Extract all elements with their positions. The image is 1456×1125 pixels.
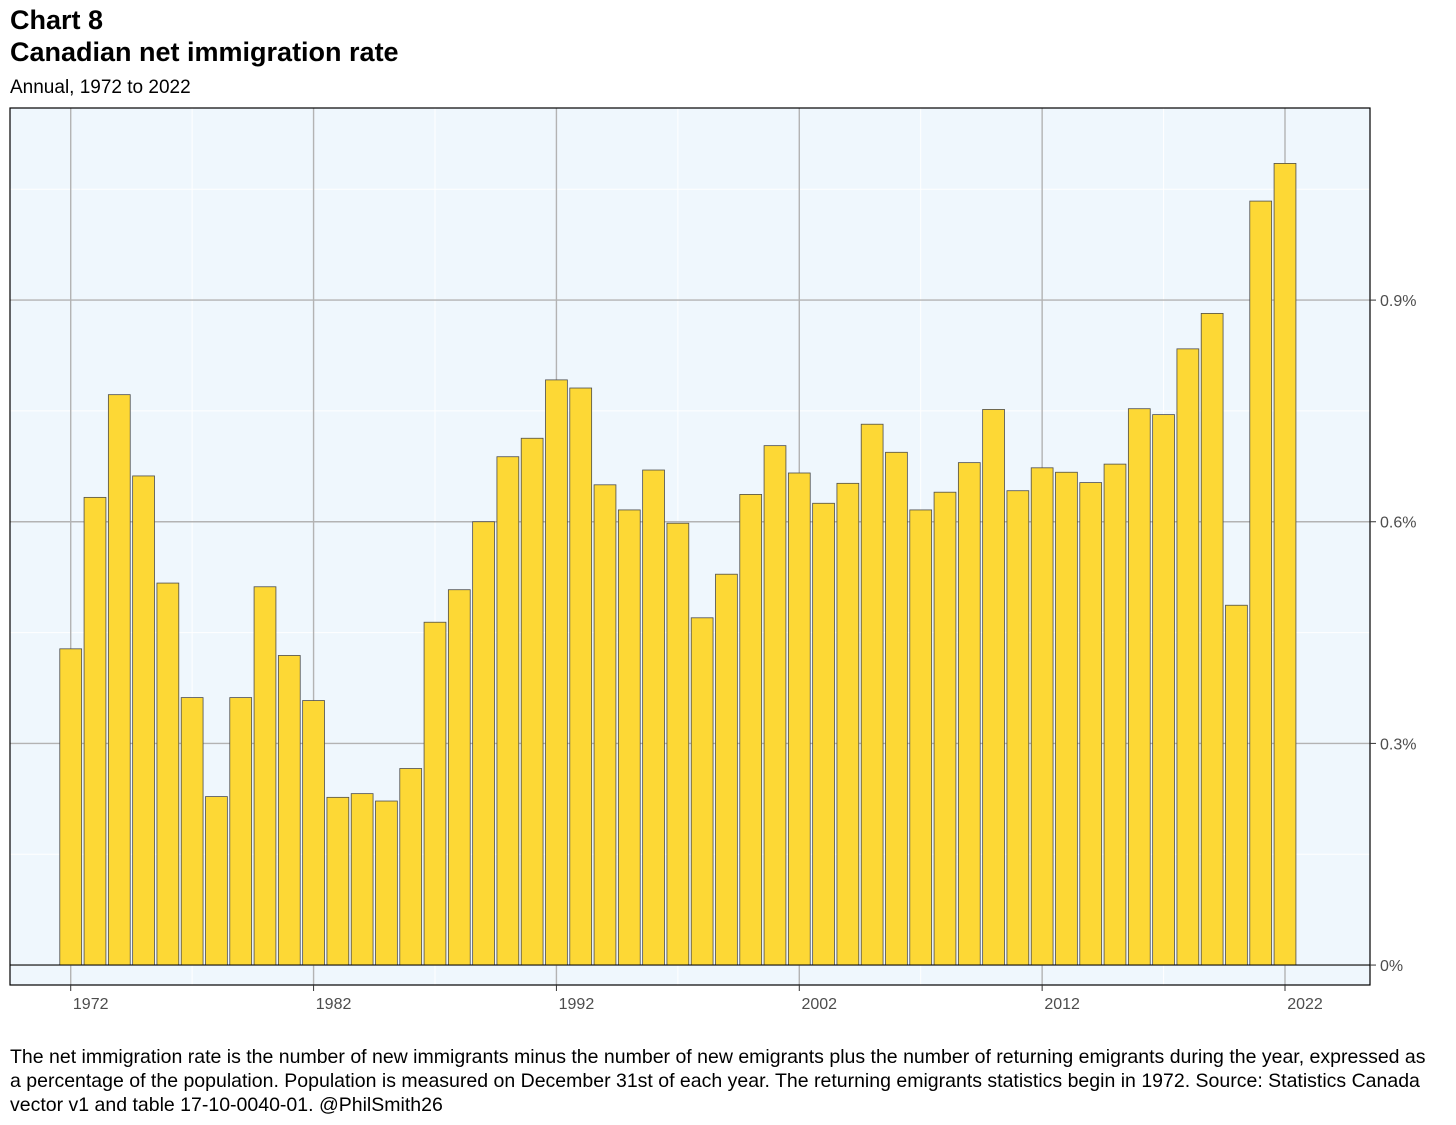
bar-1990 (496, 456, 520, 966)
bar-2015 (1103, 463, 1127, 966)
x-tick-label-1972: 1972 (73, 996, 109, 1013)
bar-2000 (739, 494, 763, 966)
bar-1992 (545, 379, 568, 966)
bar-2014 (1079, 482, 1103, 966)
bar-chart: 1972 1982 1992 2002 2012 2022 0% 0.3% 0.6% 0.9% (9, 107, 1416, 1013)
bar-1987 (423, 621, 447, 966)
y-tick-label-0%: 0% (1380, 958, 1403, 975)
bars (59, 163, 1297, 966)
bar-2007 (909, 509, 933, 966)
x-tick-label-2022: 2022 (1287, 996, 1323, 1013)
y-tick-label-0.9%: 0.9% (1380, 293, 1416, 310)
bar-1974 (107, 394, 131, 966)
bar-2009 (957, 462, 981, 966)
bar-2012 (1030, 467, 1054, 966)
bar-2013 (1055, 471, 1078, 966)
bar-2005 (860, 423, 884, 966)
bar-1994 (593, 484, 617, 966)
bar-1997 (666, 522, 690, 966)
bar-1976 (156, 582, 180, 966)
bar-1975 (132, 475, 155, 966)
bar-1995 (617, 509, 641, 966)
bar-2003 (812, 502, 835, 966)
bar-2008 (933, 491, 957, 966)
bar-2018 (1176, 348, 1200, 966)
bar-1998 (690, 617, 714, 966)
bar-1982 (302, 700, 325, 966)
bar-1972 (59, 648, 83, 966)
bar-2010 (982, 409, 1005, 966)
y-tick-label-0.3%: 0.3% (1380, 736, 1416, 753)
bar-1985 (375, 800, 398, 966)
bar-2017 (1152, 414, 1175, 966)
bar-1981 (277, 655, 301, 966)
bar-2019 (1200, 312, 1224, 966)
bar-1989 (472, 521, 495, 966)
x-tick-label-1982: 1982 (316, 996, 352, 1013)
chart-footnote: The net immigration rate is the number o… (10, 1046, 1426, 1116)
bar-1979 (229, 697, 253, 966)
bar-1996 (642, 469, 665, 966)
bar-1978 (205, 796, 228, 966)
bar-1986 (399, 768, 423, 966)
bar-2011 (1006, 490, 1030, 966)
bar-2016 (1127, 408, 1151, 966)
bar-1999 (715, 573, 738, 966)
bar-2020 (1225, 604, 1248, 966)
y-axis: 0% 0.3% 0.6% 0.9% (1370, 293, 1416, 975)
bar-1988 (447, 589, 471, 966)
bar-1991 (520, 437, 544, 966)
y-tick-label-0.6%: 0.6% (1380, 515, 1416, 532)
bar-2001 (763, 445, 787, 966)
plot-panel-border (9, 107, 1371, 986)
chart-number-label: Chart 8 (10, 5, 104, 35)
bar-2022 (1273, 163, 1297, 966)
bar-1980 (253, 586, 277, 966)
x-tick-label-2002: 2002 (801, 996, 837, 1013)
chart-subtitle: Annual, 1972 to 2022 (10, 77, 191, 98)
bar-1983 (326, 796, 350, 966)
bar-1984 (350, 793, 374, 966)
bar-2004 (836, 482, 860, 966)
x-tick-label-1992: 1992 (559, 996, 595, 1013)
bar-1977 (180, 697, 204, 966)
x-tick-label-2012: 2012 (1044, 996, 1080, 1013)
bar-1993 (569, 387, 593, 966)
bar-2002 (787, 472, 811, 966)
x-axis: 1972 1982 1992 2002 2012 2022 (70, 985, 1323, 1013)
bar-2021 (1249, 200, 1273, 966)
bar-1973 (83, 496, 107, 966)
chart-title: Canadian net immigration rate (10, 37, 399, 67)
bar-2006 (885, 451, 908, 966)
